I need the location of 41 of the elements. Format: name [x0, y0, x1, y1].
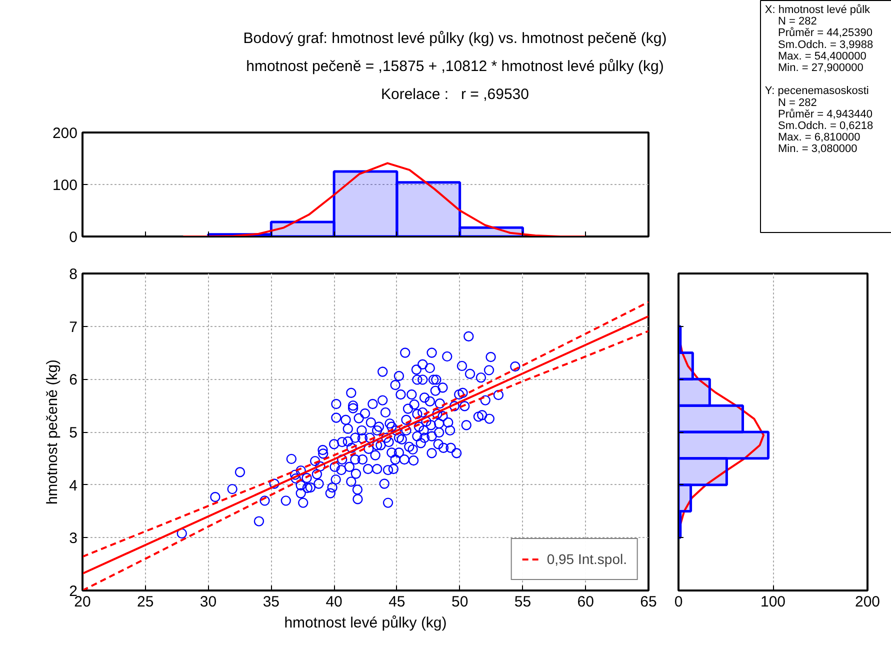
y-tick-label: 8	[69, 266, 78, 283]
text: Y: pecenemasoskosti	[764, 85, 869, 98]
y-tick-label: 4	[69, 477, 78, 494]
text: Min. = 27,900000	[778, 62, 864, 74]
x-tick-label: 200	[854, 594, 880, 610]
text: X: hmotnost levé půlk	[764, 4, 871, 16]
x-tick-label: 0	[674, 594, 683, 610]
x-tick-label: 65	[640, 594, 657, 610]
text: Sm.Odch. = 3,9988	[778, 38, 874, 51]
x-tick-label: 100	[760, 594, 786, 610]
chart-subtitle: hmotnost pečeně = ,15875 + ,10812 * hmotnost levé půlky (kg)	[246, 58, 664, 75]
y-tick-label: 200	[52, 125, 78, 142]
text: Sm.Odch. = 0,6218	[778, 120, 874, 132]
text: Průměr = 4,943440	[778, 108, 873, 120]
text: Max. = 54,400000	[778, 50, 866, 62]
x-tick-label: 45	[388, 594, 406, 610]
y-tick-label: 6	[69, 372, 78, 389]
x-tick-label: 20	[74, 594, 91, 610]
y-tick-label: 5	[69, 424, 78, 442]
legend-label: 0,95 Int.spol.	[546, 551, 627, 567]
x-tick-label: 55	[514, 594, 532, 610]
text: Průměr = 44,25390	[778, 27, 873, 40]
x-axis-title: hmotnost levé půlky (kg)	[284, 614, 447, 632]
chart-title: Bodový graf: hmotnost levé půlky (kg) vs. hmotnost pečeně (kg)	[243, 30, 667, 47]
text: N = 282	[778, 16, 817, 28]
x-tick-label: 60	[577, 594, 594, 610]
text: Min. = 3,080000	[778, 143, 858, 156]
y-tick-label: 3	[69, 530, 78, 548]
text: N = 282	[778, 96, 817, 109]
x-tick-label: 30	[200, 594, 217, 610]
text: Max. = 6,810000	[778, 132, 860, 144]
y-tick-label: 7	[69, 318, 78, 336]
text: Korelace : r = ,69530	[380, 86, 529, 103]
x-tick-label: 50	[451, 594, 468, 610]
x-tick-label: 40	[326, 594, 342, 610]
y-axis-title: hmotnost pečeně (kg)	[44, 359, 62, 505]
y-tick-label: 100	[52, 177, 78, 194]
x-tick-label: 25	[137, 594, 154, 610]
y-tick-label: 0	[69, 229, 78, 246]
x-tick-label: 35	[262, 594, 280, 610]
line-series	[182, 162, 587, 236]
